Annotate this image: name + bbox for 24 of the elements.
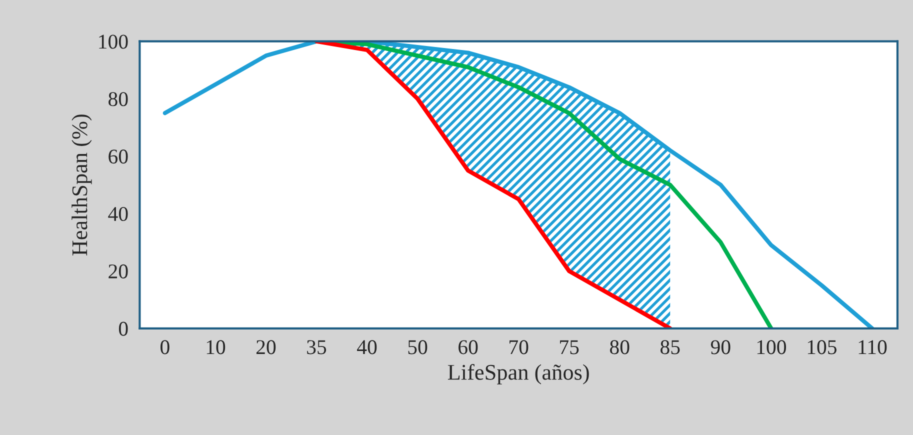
x-tick-label: 70 bbox=[510, 340, 528, 354]
x-tick-label: 105 bbox=[808, 340, 837, 354]
y-tick-label: 60 bbox=[108, 150, 128, 164]
y-tick-label: 80 bbox=[108, 92, 128, 106]
x-tick-label: 80 bbox=[610, 340, 630, 354]
y-tick-label: 40 bbox=[108, 206, 128, 222]
x-tick-label: 100 bbox=[757, 340, 786, 354]
y-tick-label: 100 bbox=[99, 34, 128, 49]
x-tick-label: 20 bbox=[256, 340, 276, 354]
x-tick-label: 40 bbox=[357, 340, 377, 354]
x-tick-label: 0 bbox=[160, 340, 170, 354]
x-tick-label: 85 bbox=[660, 340, 680, 354]
x-tick-label: 60 bbox=[458, 340, 478, 354]
y-tick-label: 0 bbox=[118, 322, 128, 336]
line-series bbox=[162, 41, 874, 328]
x-tick-label: 75 bbox=[560, 340, 579, 354]
x-axis-title: LifeSpan (años) bbox=[448, 364, 589, 384]
x-tick-label: 50 bbox=[408, 340, 428, 354]
x-tick-label: 10 bbox=[206, 340, 226, 354]
x-tick-label: 90 bbox=[710, 340, 730, 354]
y-axis-title: HealthSpan (%) bbox=[72, 114, 92, 256]
x-tick-label: 110 bbox=[858, 340, 887, 354]
y-tick-label: 20 bbox=[108, 264, 128, 278]
x-tick-label: 35 bbox=[307, 340, 326, 354]
